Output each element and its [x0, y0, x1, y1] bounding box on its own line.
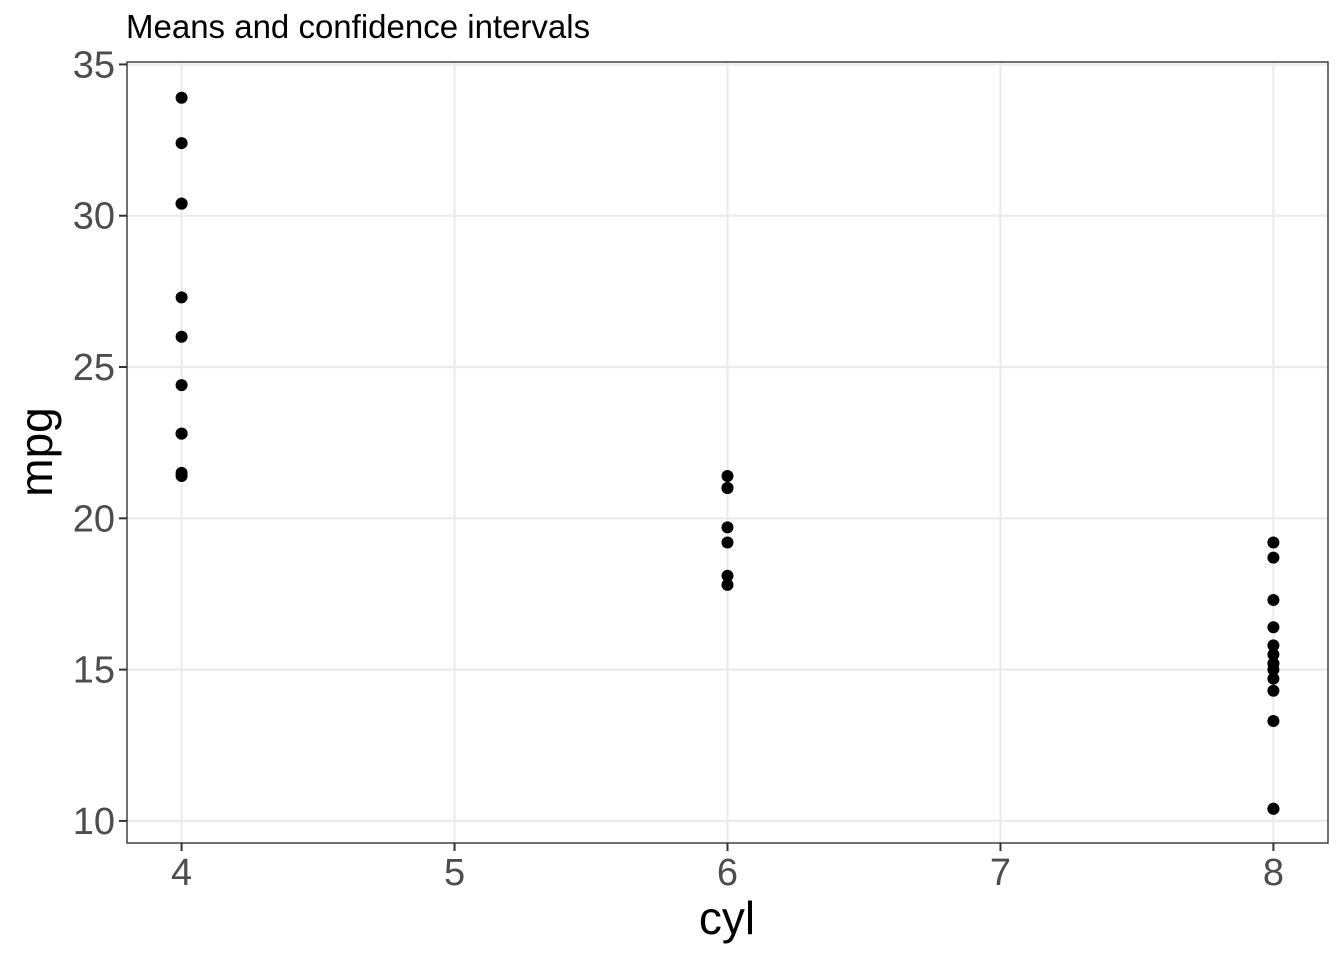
- data-point: [1267, 621, 1280, 634]
- x-tick-label: 5: [444, 852, 465, 894]
- x-axis: 4 5 6 7 8: [171, 843, 1284, 894]
- chart-title: Means and confidence intervals: [126, 8, 590, 45]
- data-point: [175, 291, 188, 304]
- y-tick-label: 25: [73, 347, 115, 389]
- y-tick-label: 10: [73, 801, 115, 843]
- y-tick-label: 35: [73, 44, 115, 86]
- y-tick-label: 30: [73, 196, 115, 238]
- data-point: [175, 137, 188, 150]
- data-point: [721, 469, 734, 482]
- y-tick-label: 15: [73, 650, 115, 692]
- data-point: [1267, 715, 1280, 728]
- data-point: [721, 569, 734, 582]
- data-points: [175, 91, 1280, 815]
- data-point: [721, 578, 734, 591]
- data-point: [1267, 639, 1280, 652]
- x-axis-title: cyl: [699, 892, 755, 944]
- x-tick-label: 7: [990, 852, 1011, 894]
- data-point: [721, 521, 734, 534]
- data-point: [721, 482, 734, 495]
- y-axis: 10 15 20 25 30 35: [73, 44, 127, 843]
- data-point: [721, 536, 734, 549]
- data-point: [1267, 802, 1280, 815]
- y-axis-title: mpg: [10, 407, 62, 496]
- data-point: [1267, 648, 1280, 661]
- x-tick-label: 4: [171, 852, 192, 894]
- data-point: [175, 469, 188, 482]
- data-point: [175, 379, 188, 392]
- x-tick-label: 8: [1263, 852, 1284, 894]
- data-point: [175, 330, 188, 343]
- grid-lines: [127, 62, 1328, 843]
- data-point: [1267, 663, 1280, 676]
- data-point: [1267, 594, 1280, 607]
- y-tick-label: 20: [73, 498, 115, 540]
- data-point: [175, 197, 188, 210]
- data-point: [1267, 551, 1280, 564]
- x-tick-label: 6: [717, 852, 738, 894]
- data-point: [1267, 536, 1280, 549]
- data-point: [1267, 672, 1280, 685]
- data-point: [175, 427, 188, 440]
- data-point: [175, 91, 188, 104]
- data-point: [1267, 684, 1280, 697]
